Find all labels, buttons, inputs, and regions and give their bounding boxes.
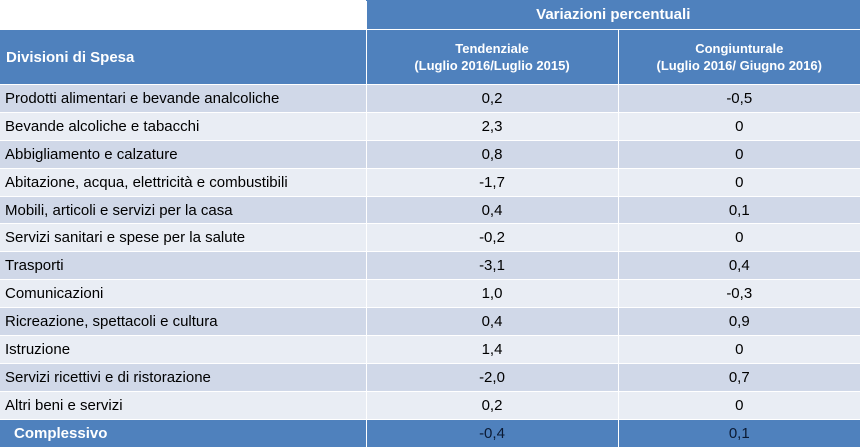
total-congiunturale: 0,1 xyxy=(618,419,860,447)
row-tendenziale: -2,0 xyxy=(366,363,618,391)
row-label: Abbigliamento e calzature xyxy=(0,140,366,168)
row-tendenziale: 0,4 xyxy=(366,196,618,224)
group-title: Variazioni percentuali xyxy=(366,0,860,30)
row-tendenziale: 1,4 xyxy=(366,336,618,364)
row-label: Ricreazione, spettacoli e cultura xyxy=(0,308,366,336)
row-tendenziale: 0,2 xyxy=(366,85,618,113)
total-row: Complessivo -0,4 0,1 xyxy=(0,419,860,447)
row-congiunturale: 0,9 xyxy=(618,308,860,336)
row-label: Mobili, articoli e servizi per la casa xyxy=(0,196,366,224)
table-row: Prodotti alimentari e bevande analcolich… xyxy=(0,85,860,113)
table-row: Abitazione, acqua, elettricità e combust… xyxy=(0,168,860,196)
header-group-row: Variazioni percentuali xyxy=(0,0,860,30)
row-congiunturale: 0,1 xyxy=(618,196,860,224)
row-congiunturale: 0 xyxy=(618,224,860,252)
table-row: Ricreazione, spettacoli e cultura 0,4 0,… xyxy=(0,308,860,336)
row-label: Comunicazioni xyxy=(0,280,366,308)
table-row: Comunicazioni 1,0 -0,3 xyxy=(0,280,860,308)
table-row: Servizi ricettivi e di ristorazione -2,0… xyxy=(0,363,860,391)
row-label: Bevande alcoliche e tabacchi xyxy=(0,112,366,140)
row-congiunturale: -0,3 xyxy=(618,280,860,308)
row-label: Abitazione, acqua, elettricità e combust… xyxy=(0,168,366,196)
congiunturale-period: (Luglio 2016/ Giugno 2016) xyxy=(619,57,860,74)
table-row: Istruzione 1,4 0 xyxy=(0,336,860,364)
row-label: Prodotti alimentari e bevande analcolich… xyxy=(0,85,366,113)
row-congiunturale: 0 xyxy=(618,391,860,419)
row-label: Istruzione xyxy=(0,336,366,364)
tendenziale-period: (Luglio 2016/Luglio 2015) xyxy=(367,57,618,74)
column-header-divisioni: Divisioni di Spesa xyxy=(0,30,366,85)
table-body: Prodotti alimentari e bevande analcolich… xyxy=(0,85,860,448)
row-label: Servizi sanitari e spese per la salute xyxy=(0,224,366,252)
row-label: Altri beni e servizi xyxy=(0,391,366,419)
column-header-congiunturale: Congiunturale (Luglio 2016/ Giugno 2016) xyxy=(618,30,860,85)
row-tendenziale: 0,2 xyxy=(366,391,618,419)
row-label: Servizi ricettivi e di ristorazione xyxy=(0,363,366,391)
header-blank-cell xyxy=(0,0,366,30)
total-label: Complessivo xyxy=(0,419,366,447)
tendenziale-title: Tendenziale xyxy=(367,40,618,57)
row-tendenziale: -0,2 xyxy=(366,224,618,252)
table-row: Abbigliamento e calzature 0,8 0 xyxy=(0,140,860,168)
row-congiunturale: 0,4 xyxy=(618,252,860,280)
row-tendenziale: 2,3 xyxy=(366,112,618,140)
table-row: Trasporti -3,1 0,4 xyxy=(0,252,860,280)
table-row: Mobili, articoli e servizi per la casa 0… xyxy=(0,196,860,224)
total-tendenziale: -0,4 xyxy=(366,419,618,447)
row-congiunturale: -0,5 xyxy=(618,85,860,113)
table-row: Altri beni e servizi 0,2 0 xyxy=(0,391,860,419)
row-congiunturale: 0 xyxy=(618,112,860,140)
row-tendenziale: 0,8 xyxy=(366,140,618,168)
header-columns-row: Divisioni di Spesa Tendenziale (Luglio 2… xyxy=(0,30,860,85)
inflation-table-page: Variazioni percentuali Divisioni di Spes… xyxy=(0,0,860,439)
column-header-tendenziale: Tendenziale (Luglio 2016/Luglio 2015) xyxy=(366,30,618,85)
row-label: Trasporti xyxy=(0,252,366,280)
row-tendenziale: 0,4 xyxy=(366,308,618,336)
table-row: Bevande alcoliche e tabacchi 2,3 0 xyxy=(0,112,860,140)
row-congiunturale: 0 xyxy=(618,168,860,196)
row-tendenziale: 1,0 xyxy=(366,280,618,308)
row-congiunturale: 0 xyxy=(618,140,860,168)
header-top-rule xyxy=(366,0,860,1)
row-congiunturale: 0,7 xyxy=(618,363,860,391)
congiunturale-title: Congiunturale xyxy=(619,40,860,57)
row-congiunturale: 0 xyxy=(618,336,860,364)
row-tendenziale: -3,1 xyxy=(366,252,618,280)
table-row: Servizi sanitari e spese per la salute -… xyxy=(0,224,860,252)
row-tendenziale: -1,7 xyxy=(366,168,618,196)
